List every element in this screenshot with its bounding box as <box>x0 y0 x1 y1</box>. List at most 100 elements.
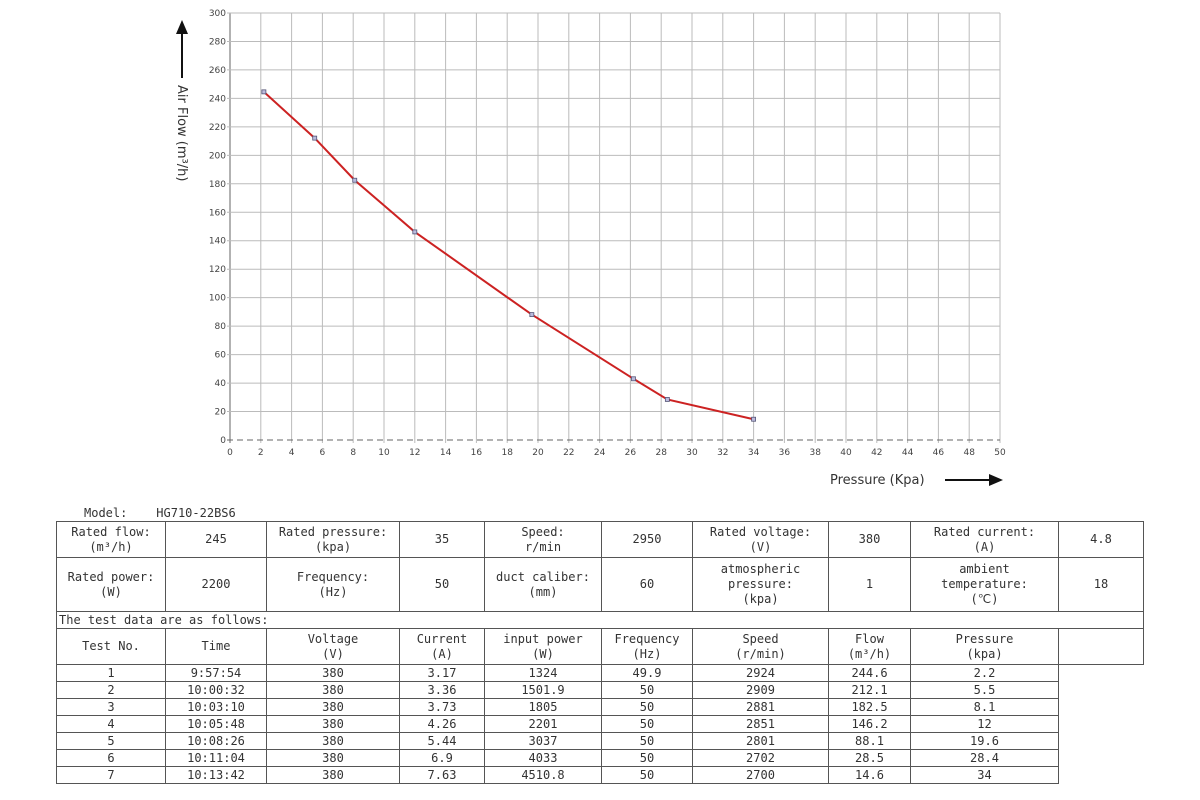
table-cell-empty <box>1059 716 1144 733</box>
y-tick-label: 80 <box>215 322 227 332</box>
table-cell: 3 <box>56 698 166 716</box>
x-tick-label: 10 <box>378 448 390 458</box>
table-cell: 380 <box>266 766 400 784</box>
table-cell: 4 <box>56 715 166 733</box>
model-label: Model: <box>84 506 128 520</box>
table-cell: 2700 <box>692 766 829 784</box>
table-cell: 2801 <box>692 732 829 750</box>
table-cell: 1501.9 <box>484 681 602 699</box>
table-cell: 12 <box>910 715 1059 733</box>
x-tick-label: 42 <box>871 448 882 458</box>
x-tick-label: 16 <box>471 448 483 458</box>
table-cell: 4510.8 <box>484 766 602 784</box>
table-cell: 2201 <box>484 715 602 733</box>
table-cell: 380 <box>266 732 400 750</box>
table-cell: 10:03:10 <box>165 698 267 716</box>
spec-and-test-table: Rated flow: (m³/h) 245 Rated pressure: (kp… <box>56 521 1144 784</box>
frequency-value: 50 <box>399 557 485 612</box>
rated-power-value: 2200 <box>165 557 267 612</box>
table-cell-empty <box>1059 767 1144 784</box>
x-axis-title: Pressure (Kpa) <box>830 473 925 488</box>
table-cell: 50 <box>601 698 693 716</box>
table-cell: 3.73 <box>399 698 485 716</box>
data-point <box>529 312 535 318</box>
chart-grid <box>227 12 1001 443</box>
table-cell-empty <box>1059 665 1144 682</box>
table-cell-empty <box>1059 699 1144 716</box>
rated-voltage-value: 380 <box>828 521 911 558</box>
table-cell: 19.6 <box>910 732 1059 750</box>
table-cell: 5.44 <box>399 732 485 750</box>
x-tick-label: 40 <box>840 448 852 458</box>
x-tick-label: 22 <box>563 448 574 458</box>
y-tick-label: 300 <box>209 9 226 19</box>
table-cell: 5 <box>56 732 166 750</box>
x-tick-label: 2 <box>258 448 264 458</box>
y-tick-label: 40 <box>215 379 227 389</box>
table-cell: 10:05:48 <box>165 715 267 733</box>
y-axis-ticks: 0 20 40 60 80 100 120 140 160 180 200 220 240 260 280 3… <box>209 9 226 446</box>
y-tick-label: 280 <box>209 37 226 47</box>
table-cell: 2.2 <box>910 664 1059 682</box>
data-point <box>664 397 670 402</box>
table-cell: 2909 <box>692 681 829 699</box>
table-cell: 2702 <box>692 749 829 767</box>
y-tick-label: 120 <box>209 265 226 275</box>
table-cell-empty <box>1059 733 1144 750</box>
y-tick-label: 100 <box>209 294 226 304</box>
atmospheric-pressure-value: 1 <box>828 557 911 612</box>
table-cell: 380 <box>266 749 400 767</box>
x-axis-ticks: 0 2 4 6 8 10 12 14 16 18 20 22 24 26 28 30 32 34 36 38 40 42 4… <box>227 448 1006 458</box>
data-point <box>352 177 358 183</box>
test-data-caption: The test data are as follows: <box>56 611 1144 629</box>
y-tick-label: 240 <box>209 94 226 104</box>
table-cell: 4.26 <box>399 715 485 733</box>
y-tick-label: 60 <box>215 351 227 361</box>
x-tick-label: 46 <box>933 448 945 458</box>
table-row: 4 10:05:48 380 4.26 2201 50 2851 146.2 12 <box>56 715 1144 733</box>
table-cell: 6 <box>56 749 166 767</box>
y-axis-arrow <box>176 20 188 78</box>
table-cell: 88.1 <box>828 732 911 750</box>
data-point <box>412 229 418 235</box>
y-tick-label: 0 <box>220 436 226 446</box>
speed-value: 2950 <box>601 521 693 558</box>
table-cell: 212.1 <box>828 681 911 699</box>
x-tick-label: 34 <box>748 448 760 458</box>
x-tick-label: 4 <box>289 448 295 458</box>
table-cell: 10:13:42 <box>165 766 267 784</box>
table-cell: 4033 <box>484 749 602 767</box>
table-row: 1 9:57:54 380 3.17 1324 49.9 2924 244.6 2.2 <box>56 664 1144 682</box>
speed-label: Speed: r/min <box>484 521 602 558</box>
table-cell: 8.1 <box>910 698 1059 716</box>
rated-pressure-value: 35 <box>399 521 485 558</box>
table-cell: 244.6 <box>828 664 911 682</box>
model-value: HG710-22BS6 <box>156 506 236 520</box>
rated-current-label: Rated current: (A) <box>910 521 1059 558</box>
test-header-cell: Time <box>165 628 267 665</box>
y-tick-label: 220 <box>209 123 226 133</box>
chart-series <box>261 89 756 422</box>
table-cell: 50 <box>601 715 693 733</box>
y-axis-title: Air Flow (m³/h) <box>174 85 189 181</box>
table-cell: 50 <box>601 732 693 750</box>
x-tick-label: 20 <box>532 448 544 458</box>
rated-current-value: 4.8 <box>1058 521 1144 558</box>
table-cell: 182.5 <box>828 698 911 716</box>
rated-power-label: Rated power: (W) <box>56 557 166 612</box>
rated-flow-value: 245 <box>165 521 267 558</box>
y-tick-label: 140 <box>209 237 226 247</box>
x-tick-label: 14 <box>440 448 452 458</box>
table-cell: 10:11:04 <box>165 749 267 767</box>
table-cell: 28.4 <box>910 749 1059 767</box>
table-row: 6 10:11:04 380 6.9 4033 50 2702 28.5 28.4 <box>56 749 1144 767</box>
table-cell: 7.63 <box>399 766 485 784</box>
test-header-row: Test No. Time Voltage (V) Current (A) input po… <box>56 628 1144 665</box>
test-header-cell: Voltage (V) <box>266 628 400 665</box>
x-tick-label: 30 <box>686 448 698 458</box>
x-tick-label: 0 <box>227 448 233 458</box>
table-cell: 2851 <box>692 715 829 733</box>
ambient-temperature-label: ambient temperature: (℃) <box>910 557 1059 612</box>
table-cell: 5.5 <box>910 681 1059 699</box>
x-tick-label: 12 <box>409 448 420 458</box>
